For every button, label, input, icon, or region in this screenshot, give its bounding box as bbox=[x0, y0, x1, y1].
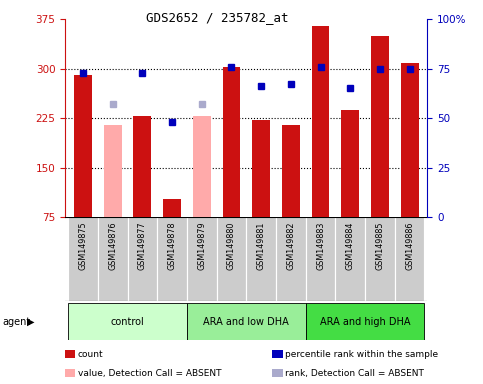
Text: GSM149878: GSM149878 bbox=[168, 221, 177, 270]
Text: GSM149883: GSM149883 bbox=[316, 221, 325, 270]
Text: percentile rank within the sample: percentile rank within the sample bbox=[285, 349, 439, 359]
Text: GSM149884: GSM149884 bbox=[346, 221, 355, 270]
Bar bbox=[306, 303, 425, 340]
Text: GSM149885: GSM149885 bbox=[375, 221, 384, 270]
Text: GSM149879: GSM149879 bbox=[197, 221, 206, 270]
Bar bbox=[306, 217, 335, 301]
Text: GSM149880: GSM149880 bbox=[227, 221, 236, 270]
Bar bbox=[335, 217, 365, 301]
Text: count: count bbox=[78, 349, 103, 359]
Bar bbox=[74, 75, 92, 217]
Bar bbox=[157, 217, 187, 301]
Bar bbox=[163, 199, 181, 217]
Bar bbox=[98, 217, 128, 301]
Text: value, Detection Call = ABSENT: value, Detection Call = ABSENT bbox=[78, 369, 221, 378]
Bar bbox=[193, 116, 211, 217]
Bar bbox=[128, 217, 157, 301]
Text: GSM149875: GSM149875 bbox=[79, 221, 87, 270]
Bar bbox=[282, 125, 300, 217]
Bar bbox=[312, 26, 329, 217]
Bar bbox=[223, 67, 241, 217]
Text: agent: agent bbox=[2, 316, 30, 327]
Bar bbox=[246, 217, 276, 301]
Text: control: control bbox=[111, 316, 144, 327]
Bar bbox=[365, 217, 395, 301]
Bar bbox=[395, 217, 425, 301]
Bar bbox=[217, 217, 246, 301]
Bar bbox=[68, 303, 187, 340]
Text: ▶: ▶ bbox=[27, 316, 34, 327]
Text: GSM149882: GSM149882 bbox=[286, 221, 296, 270]
Bar bbox=[187, 303, 306, 340]
Bar bbox=[276, 217, 306, 301]
Bar bbox=[104, 125, 122, 217]
Text: GSM149886: GSM149886 bbox=[405, 221, 414, 270]
Bar bbox=[133, 116, 151, 217]
Bar bbox=[401, 63, 419, 217]
Text: ARA and high DHA: ARA and high DHA bbox=[320, 316, 411, 327]
Bar bbox=[371, 36, 389, 217]
Text: GSM149881: GSM149881 bbox=[256, 221, 266, 270]
Bar bbox=[252, 120, 270, 217]
Bar bbox=[341, 109, 359, 217]
Text: GSM149876: GSM149876 bbox=[108, 221, 117, 270]
Bar bbox=[68, 217, 98, 301]
Text: GDS2652 / 235782_at: GDS2652 / 235782_at bbox=[146, 12, 289, 25]
Text: rank, Detection Call = ABSENT: rank, Detection Call = ABSENT bbox=[285, 369, 425, 378]
Text: ARA and low DHA: ARA and low DHA bbox=[203, 316, 289, 327]
Text: GSM149877: GSM149877 bbox=[138, 221, 147, 270]
Bar bbox=[187, 217, 217, 301]
